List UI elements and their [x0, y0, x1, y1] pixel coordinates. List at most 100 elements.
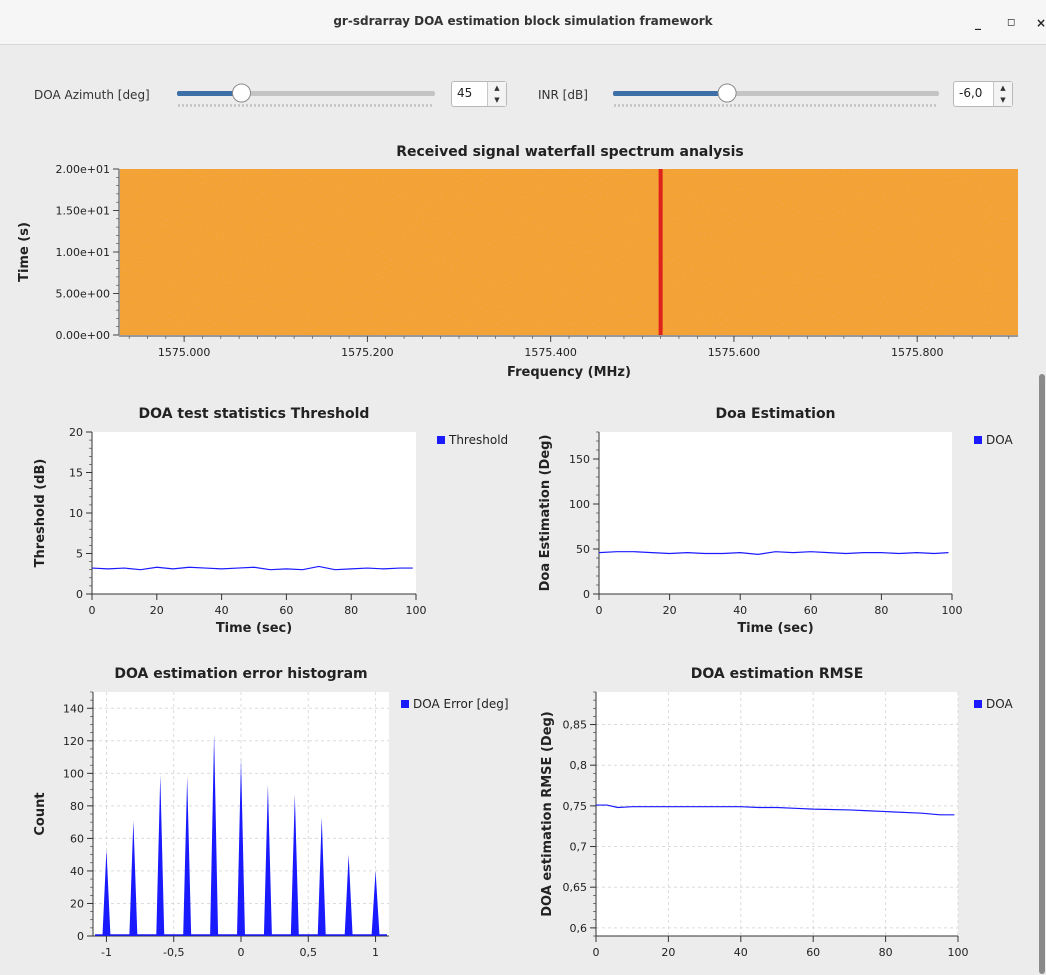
- doa-slider-handle[interactable]: [232, 83, 251, 103]
- legend: DOA: [974, 433, 1013, 447]
- x-tick-label: 60: [806, 946, 820, 959]
- y-tick-label: 0,75: [563, 800, 588, 813]
- waterfall-plot: Received signal waterfall spectrum analy…: [17, 144, 1018, 380]
- series-line: [91, 565, 413, 571]
- x-tick-label: 80: [879, 946, 893, 959]
- y-tick-label: 50: [576, 543, 590, 556]
- series-line: [596, 804, 955, 816]
- x-tick-label: 80: [874, 604, 888, 617]
- histogram-spike: [344, 854, 353, 936]
- rmse-plot: DOA estimation RMSE 0 20 40 60 80 100 0,6 0,65 0,…: [540, 666, 1013, 959]
- x-tick-label: -0,5: [163, 946, 184, 959]
- inr-slider-fill: [613, 91, 728, 96]
- histogram-spike: [210, 734, 219, 936]
- x-tick-label: 60: [804, 604, 818, 617]
- title-bar: gr-sdrarray DOA estimation block simulat…: [0, 0, 1046, 45]
- spin-down-icon[interactable]: ▼: [1000, 96, 1006, 104]
- waterfall-x-ticks: 1575.000 1575.200 1575.400 1575.600 1575.800: [128, 336, 1010, 359]
- waterfall-y-tick-label: 1.50e+01: [56, 205, 110, 218]
- y-tick-label: 40: [70, 865, 84, 878]
- y-tick-label: 140: [63, 702, 84, 715]
- inr-slider-handle[interactable]: [717, 83, 737, 103]
- y-tick-label: 0,85: [563, 719, 588, 732]
- y-tick-label: 80: [70, 800, 84, 813]
- series-line: [598, 551, 949, 556]
- scrollbar[interactable]: [1038, 44, 1046, 975]
- y-tick-label: 5: [76, 548, 83, 561]
- waterfall-y-tick-label: 5.00e+00: [56, 288, 110, 301]
- minimize-button[interactable]: _: [975, 16, 981, 30]
- legend: DOA Error [deg]: [401, 697, 509, 711]
- y-tick-label: 20: [69, 426, 83, 439]
- y-tick-label: 0: [76, 588, 83, 601]
- legend-swatch: [437, 436, 445, 444]
- x-tick-label: -1: [101, 946, 112, 959]
- legend-swatch: [974, 436, 982, 444]
- plot-title: Doa Estimation: [715, 406, 835, 422]
- spin-up-icon[interactable]: ▲: [1000, 84, 1006, 92]
- y-tick-label: 100: [63, 767, 84, 780]
- inr-slider[interactable]: [606, 80, 944, 110]
- inr-label: INR [dB]: [538, 88, 588, 102]
- x-tick-label: 40: [733, 604, 747, 617]
- waterfall-y-label: Time (s): [17, 222, 32, 282]
- maximize-button[interactable]: ◻: [1007, 17, 1016, 28]
- inr-spin-arrows[interactable]: ▲ ▼: [993, 82, 1012, 106]
- error-histogram-plot: DOA estimation error histogram -1 -0,5 0 0,5…: [33, 666, 509, 959]
- legend: Threshold: [437, 433, 508, 447]
- histogram-spike: [290, 794, 299, 936]
- doa-azimuth-value[interactable]: 45: [457, 86, 473, 100]
- waterfall-title: Received signal waterfall spectrum analy…: [396, 144, 744, 160]
- histogram-spike: [156, 774, 165, 936]
- waterfall-y-ticks: 0.00e+00 5.00e+00 1.00e+01 1.50e+01 2.00e+01: [56, 163, 119, 342]
- x-tick-label: 0,5: [300, 946, 318, 959]
- waterfall-x-tick-label: 1575.800: [891, 346, 944, 359]
- doa-spin-arrows[interactable]: ▲ ▼: [487, 82, 506, 106]
- legend-swatch: [401, 700, 409, 708]
- waterfall-signal-line: [658, 169, 663, 335]
- histogram-spike: [183, 776, 192, 936]
- x-tick-label: 60: [279, 604, 293, 617]
- x-tick-label: 40: [734, 946, 748, 959]
- doa-slider-fill: [177, 91, 242, 96]
- waterfall-x-tick-label: 1575.000: [158, 346, 211, 359]
- spin-down-icon[interactable]: ▼: [494, 96, 500, 104]
- y-tick-label: 60: [70, 832, 84, 845]
- y-tick-label: 20: [70, 897, 84, 910]
- y-tick-label: 0,65: [563, 881, 588, 894]
- x-tick-label: 0: [596, 604, 603, 617]
- x-tick-label: 80: [344, 604, 358, 617]
- legend-label: DOA: [986, 433, 1013, 447]
- x-tick-label: 0: [238, 946, 245, 959]
- doa-azimuth-slider[interactable]: [170, 80, 440, 110]
- scrollbar-thumb[interactable]: [1039, 374, 1045, 974]
- y-tick-label: 150: [569, 453, 590, 466]
- y-axis-label: DOA estimation RMSE (Deg): [540, 711, 555, 917]
- y-tick-label: 10: [69, 507, 83, 520]
- inr-value[interactable]: -6,0: [959, 86, 983, 100]
- legend-swatch: [974, 700, 982, 708]
- x-tick-label: 20: [661, 946, 675, 959]
- x-axis-label: Time (sec): [216, 621, 292, 636]
- y-tick-label: 0,7: [570, 841, 588, 854]
- waterfall-y-tick-label: 1.00e+01: [56, 246, 110, 259]
- y-tick-label: 100: [569, 498, 590, 511]
- doa-azimuth-label: DOA Azimuth [deg]: [34, 88, 150, 102]
- legend-label: DOA Error [deg]: [413, 697, 509, 711]
- y-tick-label: 15: [69, 467, 83, 480]
- x-tick-label: 0: [89, 604, 96, 617]
- histogram-spike: [263, 784, 272, 936]
- x-tick-label: 40: [215, 604, 229, 617]
- close-button[interactable]: ×: [1036, 16, 1046, 30]
- waterfall-x-tick-label: 1575.200: [341, 346, 394, 359]
- x-axis-label: Time (sec): [737, 621, 813, 636]
- window-title: gr-sdrarray DOA estimation block simulat…: [333, 14, 713, 28]
- inr-spinbox[interactable]: -6,0 ▲ ▼: [953, 81, 1013, 107]
- threshold-plot: DOA test statistics Threshold 0 20 40 60 80 10…: [33, 406, 508, 636]
- doa-azimuth-spinbox[interactable]: 45 ▲ ▼: [451, 81, 507, 107]
- y-tick-label: 0,6: [570, 922, 588, 935]
- waterfall-x-tick-label: 1575.400: [524, 346, 577, 359]
- y-axis-label: Doa Estimation (Deg): [538, 435, 553, 592]
- y-axis-label: Threshold (dB): [33, 459, 48, 568]
- spin-up-icon[interactable]: ▲: [494, 84, 500, 92]
